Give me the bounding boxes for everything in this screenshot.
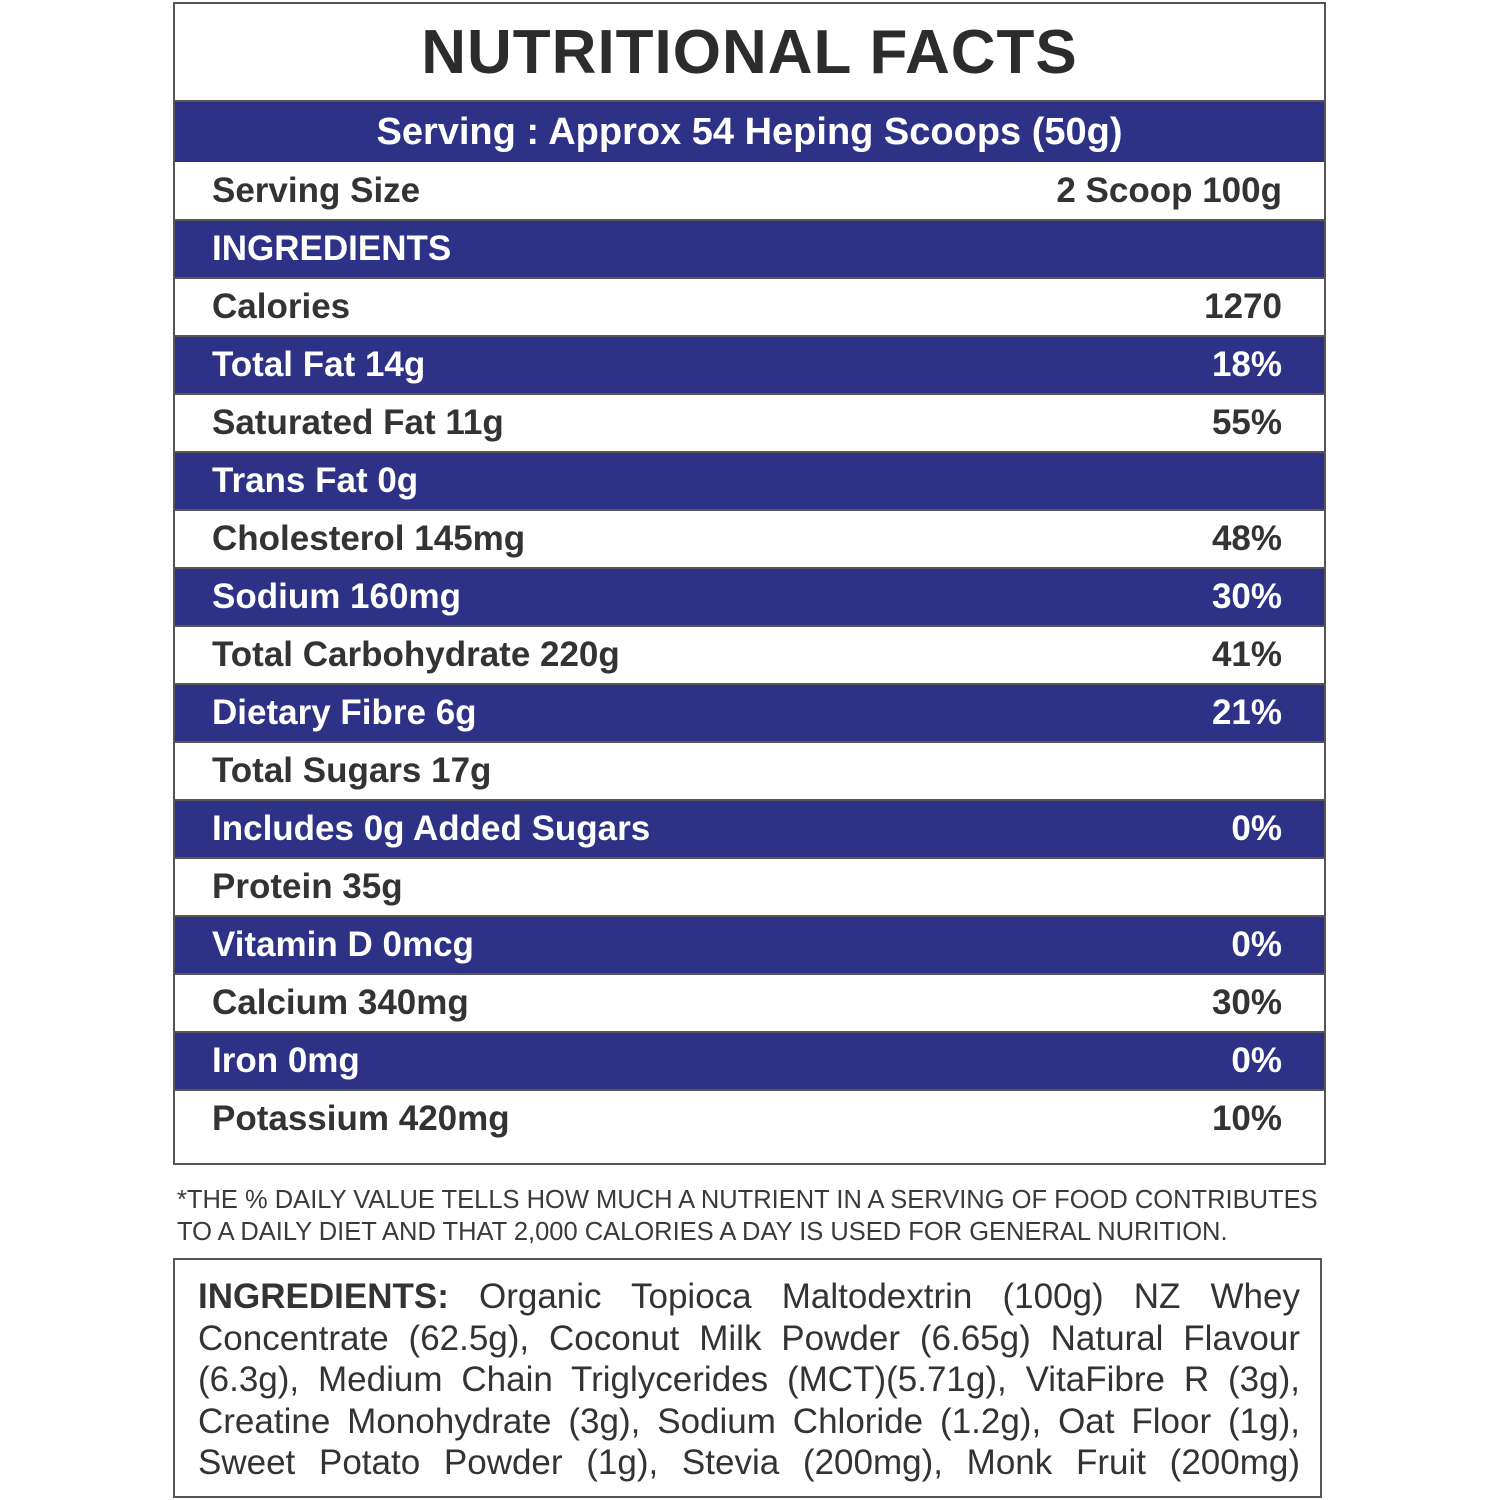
nutrient-label: Serving Size (212, 171, 421, 210)
nutrient-value: 10% (1211, 1099, 1282, 1138)
row-divider (175, 1089, 1324, 1091)
row-divider (175, 451, 1324, 453)
ingredients-box: INGREDIENTS: Organic Topioca Maltodextri… (173, 1258, 1322, 1498)
nutrient-row: Saturated Fat 11g 55% (175, 394, 1324, 452)
nutrient-label: Sodium 160mg (212, 577, 461, 616)
nutrient-row: INGREDIENTS (175, 220, 1324, 278)
nutrient-label: Cholesterol 145mg (212, 519, 526, 558)
nutrient-label: Vitamin D 0mcg (212, 925, 474, 964)
nutrient-label: Saturated Fat 11g (212, 403, 504, 442)
nutrient-label: Total Fat 14g (212, 345, 426, 384)
nutrient-row: Total Sugars 17g (175, 742, 1324, 800)
nutrient-value: 30% (1211, 577, 1282, 616)
nutrient-row: Trans Fat 0g (175, 452, 1324, 510)
nutrient-row: Total Carbohydrate 220g 41% (175, 626, 1324, 684)
nutrient-label: Iron 0mg (212, 1041, 360, 1080)
ingredients-label: INGREDIENTS: (198, 1277, 449, 1316)
nutrient-value: 2 Scoop 100g (1056, 171, 1282, 210)
nutrient-label: Calcium 340mg (212, 983, 469, 1022)
nutrient-value: 18% (1211, 345, 1282, 384)
row-divider (175, 683, 1324, 685)
title-divider (175, 100, 1324, 102)
row-divider (175, 973, 1324, 975)
nutrient-label: Total Carbohydrate 220g (212, 635, 620, 674)
nutrient-row: Cholesterol 145mg 48% (175, 510, 1324, 568)
nutrient-value: 21% (1211, 693, 1282, 732)
ingredients-text: Organic Topioca Maltodextrin (100g) NZ W… (198, 1277, 1300, 1482)
nutrition-title: NUTRITIONAL FACTS (421, 17, 1078, 87)
nutrient-row: Protein 35g (175, 858, 1324, 916)
nutrient-row: Calcium 340mg 30% (175, 974, 1324, 1032)
row-divider (175, 393, 1324, 395)
nutrient-value: 55% (1211, 403, 1282, 442)
nutrient-row: Dietary Fibre 6g 21% (175, 684, 1324, 742)
nutrient-label: Dietary Fibre 6g (212, 693, 477, 732)
footnote-line-2: TO A DAILY DIET AND THAT 2,000 CALORIES … (177, 1218, 1228, 1246)
nutrient-row: Potassium 420mg 10% (175, 1090, 1324, 1148)
nutrient-row: Iron 0mg 0% (175, 1032, 1324, 1090)
nutrient-label: Trans Fat 0g (212, 461, 419, 500)
nutrient-value: 48% (1211, 519, 1282, 558)
nutrient-value: 30% (1211, 983, 1282, 1022)
row-divider (175, 915, 1324, 917)
row-divider (175, 335, 1324, 337)
row-divider (175, 741, 1324, 743)
nutrient-label: INGREDIENTS (212, 229, 452, 268)
row-divider (175, 799, 1324, 801)
nutrient-row: Total Fat 14g 18% (175, 336, 1324, 394)
nutrient-label: Protein 35g (212, 867, 403, 906)
nutrient-label: Includes 0g Added Sugars (212, 809, 651, 848)
nutrient-label: Potassium 420mg (212, 1099, 510, 1138)
row-divider (175, 857, 1324, 859)
row-divider (175, 509, 1324, 511)
nutrient-row: Sodium 160mg 30% (175, 568, 1324, 626)
nutrient-row: Includes 0g Added Sugars 0% (175, 800, 1324, 858)
row-divider (175, 625, 1324, 627)
row-divider (175, 1031, 1324, 1033)
serving-banner: Serving : Approx 54 Heping Scoops (50g) (175, 102, 1324, 162)
nutrient-row: Calories 1270 (175, 278, 1324, 336)
nutrient-value: 0% (1231, 925, 1282, 964)
row-divider (175, 567, 1324, 569)
nutrient-row: Serving Size 2 Scoop 100g (175, 162, 1324, 220)
nutrient-row: Vitamin D 0mcg 0% (175, 916, 1324, 974)
nutrient-value: 1270 (1204, 287, 1282, 326)
footnote-line-1: *THE % DAILY VALUE TELLS HOW MUCH A NUTR… (177, 1186, 1318, 1214)
nutrient-value: 41% (1211, 635, 1282, 674)
nutrient-label: Calories (212, 287, 351, 326)
nutrient-label: Total Sugars 17g (212, 751, 492, 790)
daily-value-footnote: *THE % DAILY VALUE TELLS HOW MUCH A NUTR… (177, 1184, 1337, 1248)
nutrient-value: 0% (1231, 809, 1282, 848)
row-divider (175, 219, 1324, 221)
row-divider (175, 277, 1324, 279)
nutrition-facts-panel: NUTRITIONAL FACTS Serving : Approx 54 He… (173, 2, 1326, 1165)
nutrient-value: 0% (1231, 1041, 1282, 1080)
